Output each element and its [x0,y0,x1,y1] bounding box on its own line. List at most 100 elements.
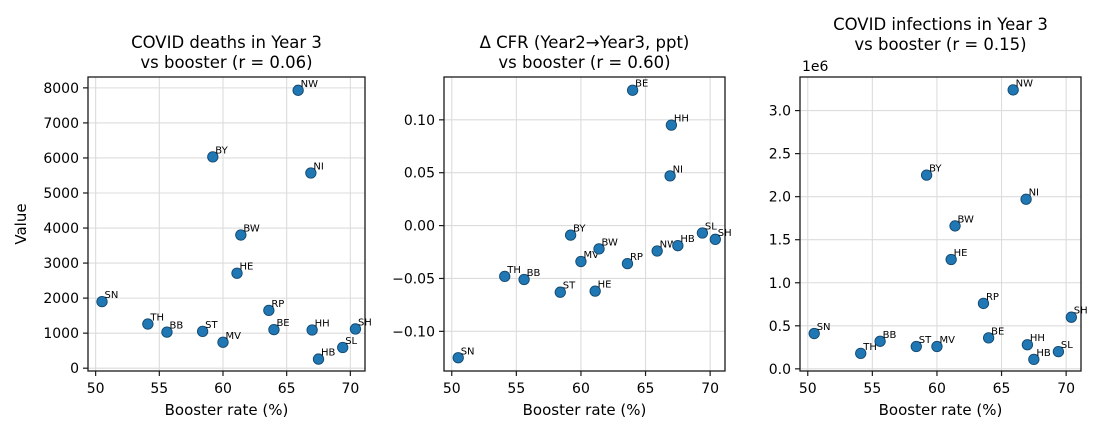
point-label-BW: BW [602,237,619,248]
point-label-NI: NI [673,164,683,175]
data-point-NW [651,245,663,257]
point-label-HH: HH [674,114,689,125]
data-point-HH [1021,339,1034,351]
point-label-NI: NI [313,162,323,173]
x-tick-label: 55 [150,381,168,397]
x-tick-label: 55 [507,381,525,397]
subplot-title-line1: Δ CFR (Year2→Year3, ppt) [480,33,690,52]
point-label-HH: HH [315,319,330,330]
data-point-TH [499,270,511,282]
data-point-RP [621,258,634,270]
subplot-title-line2: vs booster (r = 0.06) [140,53,312,72]
data-point-BE [982,332,995,344]
data-point-MV [217,336,229,348]
data-point-HB [1028,353,1040,366]
point-label-TH: TH [149,313,164,324]
point-label-SL: SL [705,221,717,232]
data-point-SL [696,227,709,239]
y-tick-label: −0.10 [392,324,435,340]
point-label-RP: RP [271,299,284,310]
data-point-HH [306,324,318,336]
point-label-HE: HE [240,262,254,273]
data-point-SL [1052,345,1065,358]
y-tick-label: 2.5 [769,147,791,163]
y-tick-label: 7000 [43,116,79,132]
grid [800,77,1081,371]
data-point-BE [268,324,280,336]
point-label-NI: NI [1029,188,1039,199]
point-label-HE: HE [954,248,968,259]
y-tick-label: 8000 [43,81,79,97]
y-tick-label: 3000 [43,256,79,272]
point-label-TH: TH [862,342,877,353]
x-axis-label: Booster rate (%) [523,401,647,419]
data-point-MV [575,255,587,268]
y-tick-label: 1000 [43,326,79,342]
x-tick-label: 70 [1057,381,1075,397]
data-point-SH [349,323,362,335]
point-label-HH: HH [1030,333,1045,344]
point-label-ST: ST [205,320,218,331]
x-axis-label: Booster rate (%) [165,401,289,419]
point-label-MV: MV [939,335,955,346]
data-point-SN [96,295,108,308]
data-point-BW [593,243,605,255]
subplot-1: 50 55 60 65 70 0 1000 2000 3000 4000 5000 6000 7000 8… [12,33,372,419]
point-label-HB: HB [1036,348,1051,359]
data-point-SN [452,352,464,364]
point-label-TH: TH [506,265,521,276]
grid [444,77,725,371]
data-point-ST [196,325,209,338]
point-label-RP: RP [630,252,643,263]
point-label-BW: BW [243,224,260,235]
data-point-BB [518,273,530,286]
data-point-RP [977,297,990,310]
tick-marks [83,87,351,376]
point-label-HB: HB [680,234,695,245]
data-point-NI [1020,193,1032,205]
point-label-SH: SH [358,317,372,328]
data-point-BE [626,84,639,96]
axes-border [87,76,366,372]
x-tick-label: 60 [572,381,590,397]
x-tick-label: 50 [799,381,817,397]
subplot-title-line1: COVID deaths in Year 3 [131,33,322,52]
point-label-BE: BE [991,326,1004,337]
point-label-NW: NW [660,239,677,250]
data-point-BW [949,220,961,232]
subplot-2: 50 55 60 65 70 −0.10 −0.05 0.00 0.05 0.10 Δ CFR (Y… [392,33,732,419]
data-point-SH [709,233,721,245]
point-label-SN: SN [461,346,475,357]
data-point-RP [263,304,275,317]
point-label-MV: MV [583,250,599,261]
data-point-BY [207,151,219,163]
data-point-HB [672,240,684,252]
x-tick-label: 70 [701,381,719,397]
data-point-HB [312,353,325,365]
point-label-BB: BB [527,268,541,279]
data-point-BY [920,169,933,181]
point-label-BY: BY [215,145,228,156]
data-point-BY [564,229,577,241]
data-point-HH [665,119,678,131]
y-tick-label: 1.0 [769,276,791,292]
x-tick-label: 60 [214,381,232,397]
y-tick-label: 0.05 [404,166,435,182]
y-tick-label: 3.0 [769,104,791,120]
data-point-NW [1007,84,1019,96]
x-tick-label: 65 [278,381,296,397]
y-tick-label: 0 [70,361,79,377]
data-point-HE [231,267,243,279]
point-label-BY: BY [929,164,942,175]
data-point-TH [142,318,154,330]
data-point-NW [292,84,304,96]
point-label-NW: NW [1016,78,1033,89]
data-point-HE [589,285,601,297]
point-label-SN: SN [817,322,831,333]
point-label-NW: NW [301,79,318,90]
point-label-BE: BE [276,318,289,329]
point-label-HE: HE [598,280,612,291]
